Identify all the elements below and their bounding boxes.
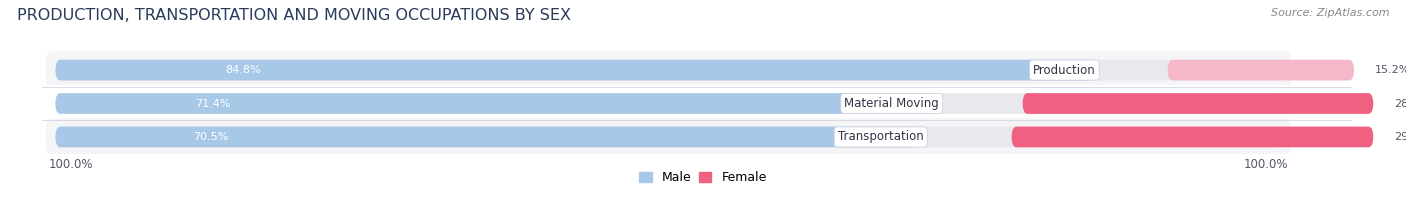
Text: 100.0%: 100.0% (1244, 158, 1289, 171)
FancyBboxPatch shape (55, 93, 931, 114)
FancyBboxPatch shape (1022, 93, 1374, 114)
Text: 70.5%: 70.5% (194, 132, 229, 142)
Text: Material Moving: Material Moving (845, 97, 939, 110)
FancyBboxPatch shape (46, 118, 1291, 156)
FancyBboxPatch shape (55, 60, 1282, 80)
FancyBboxPatch shape (55, 127, 920, 147)
Text: 71.4%: 71.4% (195, 98, 231, 109)
Text: 29.5%: 29.5% (1393, 132, 1406, 142)
Text: Production: Production (1033, 64, 1095, 77)
FancyBboxPatch shape (55, 60, 1095, 80)
FancyBboxPatch shape (46, 51, 1291, 89)
Text: 15.2%: 15.2% (1375, 65, 1406, 75)
Text: PRODUCTION, TRANSPORTATION AND MOVING OCCUPATIONS BY SEX: PRODUCTION, TRANSPORTATION AND MOVING OC… (17, 8, 571, 23)
FancyBboxPatch shape (55, 93, 1282, 114)
FancyBboxPatch shape (55, 127, 1282, 147)
Legend: Male, Female: Male, Female (634, 166, 772, 189)
Text: 84.8%: 84.8% (225, 65, 260, 75)
FancyBboxPatch shape (46, 85, 1291, 122)
FancyBboxPatch shape (1167, 60, 1354, 80)
Text: Source: ZipAtlas.com: Source: ZipAtlas.com (1271, 8, 1389, 18)
Text: Transportation: Transportation (838, 130, 924, 143)
FancyBboxPatch shape (1011, 127, 1374, 147)
Text: 28.6%: 28.6% (1393, 98, 1406, 109)
Text: 100.0%: 100.0% (48, 158, 93, 171)
